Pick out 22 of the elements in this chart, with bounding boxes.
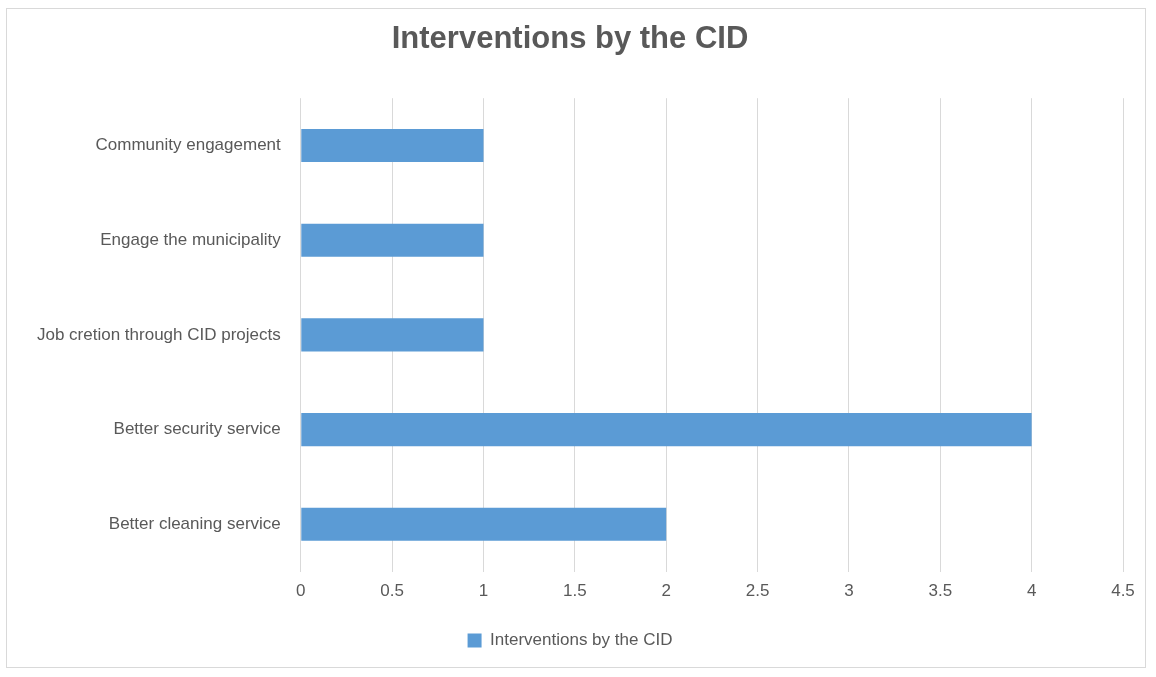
bar — [301, 507, 667, 541]
bar — [301, 223, 484, 257]
x-tick-label: 3.5 — [928, 581, 953, 601]
y-tick-label: Community engagement — [95, 135, 282, 155]
x-tick-label: 2 — [661, 581, 671, 601]
x-tick-label: 4.5 — [1111, 581, 1135, 601]
x-tick-label: 0 — [296, 581, 306, 601]
bar — [301, 318, 484, 352]
bar — [301, 413, 1032, 447]
bar — [301, 128, 484, 163]
x-tick-label: 1.5 — [563, 581, 587, 601]
x-tick-label: 0.5 — [380, 581, 404, 601]
x-tick-label: 1 — [478, 581, 489, 601]
y-tick-label: Job cretion through CID projects — [36, 324, 281, 344]
x-tick-label: 2.5 — [745, 581, 770, 601]
legend-label: Interventions by the CID — [490, 630, 673, 650]
y-tick-label: Better cleaning service — [108, 513, 281, 533]
y-tick-label: Better security service — [113, 419, 281, 439]
x-tick-label: 4 — [1026, 581, 1037, 601]
y-tick-label: Engage the municipality — [100, 229, 282, 249]
x-tick-label: 3 — [844, 581, 854, 601]
chart-title: Interventions by the CID — [391, 20, 749, 56]
